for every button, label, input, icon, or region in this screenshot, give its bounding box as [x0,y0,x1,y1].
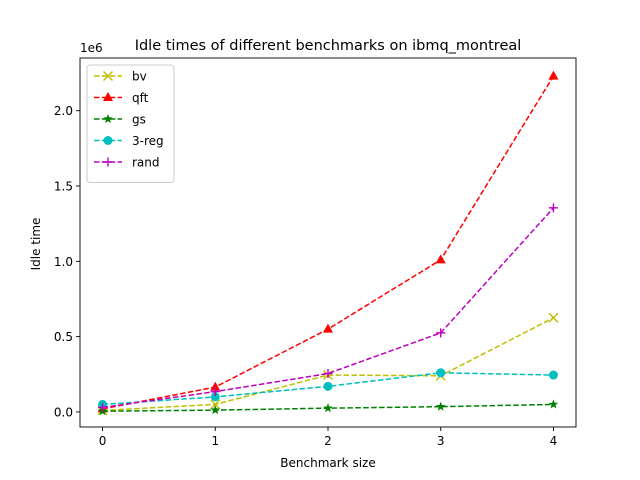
data-point [98,402,108,412]
legend-item-bv: bv [94,70,147,84]
y-tick-label: 1.5 [54,180,73,194]
legend-label: qft [132,91,149,105]
legend-marker [103,157,113,167]
x-tick-label: 1 [211,434,219,448]
data-point [210,399,221,410]
data-point [210,381,221,391]
legend-marker [103,92,113,101]
y-offset-label: 1e6 [80,41,103,55]
series-rand [98,203,558,412]
legend-marker [103,71,113,81]
data-point [548,370,558,380]
data-point [323,323,333,333]
legend-marker [103,136,113,145]
y-axis-label: Idle time [29,218,43,271]
data-point [435,254,446,264]
plot-area [97,70,559,416]
axes: 0 1 2 3 4 0.0 0.5 1.0 1.5 2.0 [54,57,577,448]
legend-label: 3-reg [132,134,164,148]
data-point [436,328,446,338]
series-line [102,207,555,409]
y-tick-label: 0.5 [54,330,73,344]
legend-box [86,64,175,183]
y-tick-label: 1.0 [54,255,73,269]
x-axis-label: Benchmark size [280,456,375,470]
legend-label: gs [132,113,146,127]
x-tick-label: 0 [99,434,107,448]
data-point [323,403,333,413]
legend: bv qft gs 3-reg rand [86,64,175,183]
legend-item-rand: rand [94,156,160,170]
data-point [436,368,446,378]
data-point [548,203,558,213]
x-tick-label: 4 [550,434,558,448]
legend-label: bv [132,70,147,84]
legend-marker [103,114,113,124]
x-tick-label: 3 [437,434,445,448]
y-tick-label: 2.0 [54,104,73,118]
data-point [210,387,220,397]
data-point [210,392,220,402]
data-point [323,381,333,391]
y-tick-label: 0.0 [54,405,73,419]
chart-title: Idle times of different benchmarks on ib… [135,38,522,54]
legend-item-gs: gs [94,113,146,127]
data-point [548,70,559,80]
data-point [323,369,333,379]
data-point [548,312,559,323]
data-point [435,401,446,411]
legend-item-3-reg: 3-reg [94,134,164,148]
x-tick-label: 2 [324,434,332,448]
legend-label: rand [132,156,160,170]
data-point [548,399,559,409]
legend-item-qft: qft [94,91,149,105]
data-point [210,405,221,415]
